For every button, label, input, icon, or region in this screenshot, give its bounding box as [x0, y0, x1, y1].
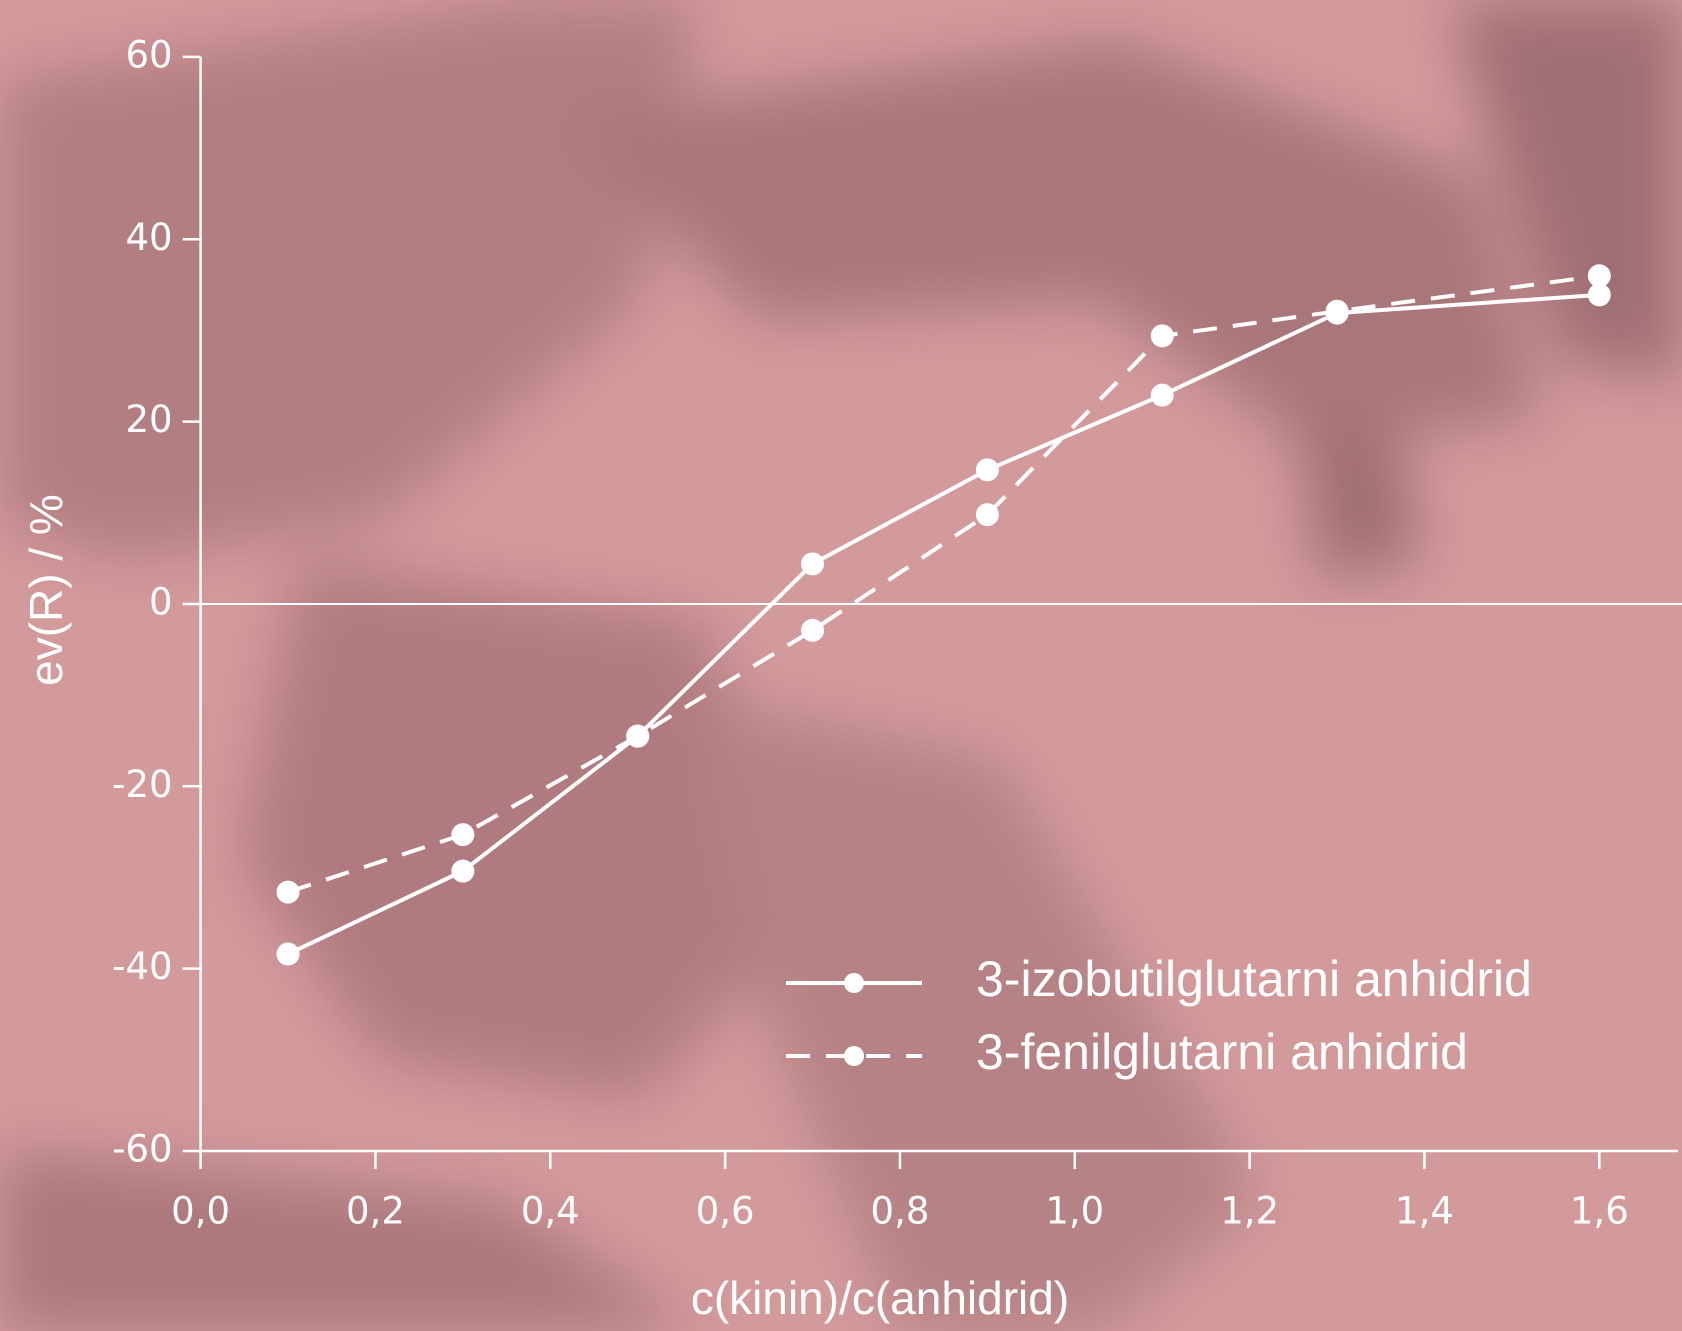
- x-tick-label: 1,4: [1395, 1190, 1454, 1233]
- y-tick-label: 60: [126, 33, 173, 76]
- data-point: [626, 725, 649, 748]
- legend-label: 3-izobutilglutarni anhidrid: [976, 951, 1532, 1007]
- x-tick-label: 0,0: [171, 1190, 230, 1233]
- data-point: [1151, 384, 1174, 407]
- data-point: [451, 860, 474, 883]
- y-tick-label: -20: [112, 763, 172, 806]
- x-tick-label: 0,6: [696, 1190, 755, 1233]
- x-axis-title: c(kinin)/c(anhidrid): [691, 1272, 1069, 1324]
- data-point: [1588, 264, 1611, 287]
- y-tick-label: 0: [149, 580, 173, 623]
- data-point: [277, 943, 300, 966]
- y-axis-title: ev(R) / %: [20, 494, 72, 686]
- page: c(kinin)/c(anhidrid) ev(R) / % -60 -40 -20…: [0, 0, 1682, 1331]
- y-tick-label: 40: [126, 216, 173, 259]
- legend-marker: [844, 973, 864, 993]
- legend-marker: [844, 1046, 864, 1066]
- data-point: [801, 552, 824, 575]
- data-point: [976, 458, 999, 481]
- data-point: [1326, 300, 1349, 323]
- x-tick-label: 0,2: [346, 1190, 405, 1233]
- y-tick-label: -40: [112, 945, 172, 988]
- y-tick-label: 20: [126, 398, 173, 441]
- x-tick-label: 1,2: [1220, 1190, 1279, 1233]
- legend-label: 3-fenilglutarni anhidrid: [976, 1024, 1468, 1080]
- data-point: [976, 503, 999, 526]
- x-tick-label: 0,8: [871, 1190, 930, 1233]
- y-tick-label: -60: [112, 1128, 172, 1171]
- chart: c(kinin)/c(anhidrid) ev(R) / % -60 -40 -20…: [0, 0, 1682, 1331]
- x-tick-label: 1,0: [1045, 1190, 1104, 1233]
- x-tick-label: 1,6: [1570, 1190, 1629, 1233]
- data-point: [277, 881, 300, 904]
- x-tick-label: 0,4: [521, 1190, 580, 1233]
- data-point: [1151, 324, 1174, 347]
- data-point: [451, 823, 474, 846]
- data-point: [801, 619, 824, 642]
